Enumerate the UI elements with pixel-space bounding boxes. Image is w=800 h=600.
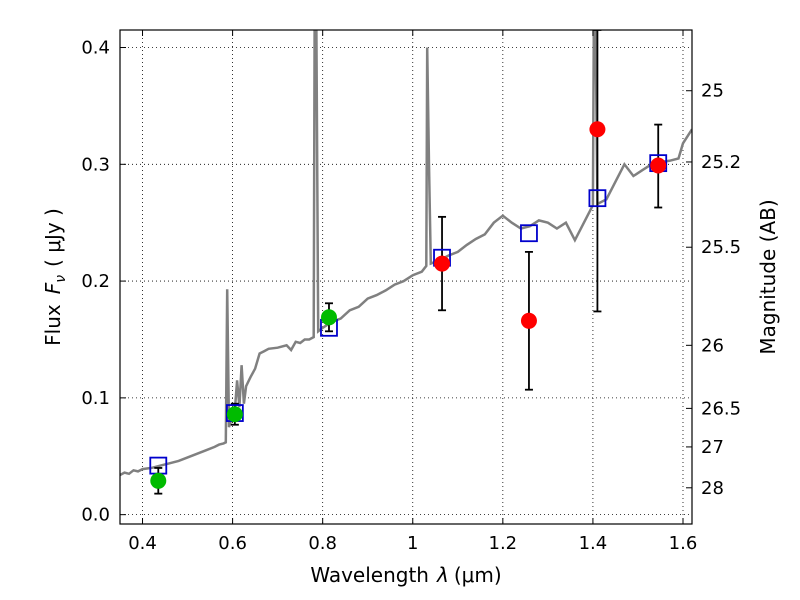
- observed-flux-point: [150, 472, 167, 489]
- observed-flux-point: [650, 157, 667, 174]
- y2-tick-label: 27: [701, 437, 724, 458]
- y-axis-label: FluxFν( μJy ): [41, 208, 69, 346]
- y2-tick-label: 26.5: [701, 398, 741, 419]
- x-tick-label: 1.4: [579, 533, 608, 554]
- y2-ticks: 25 25.2 25.5 26 26.5 27 28: [686, 81, 741, 499]
- x-tick-label: 1.2: [489, 533, 518, 554]
- observed-flux-point: [320, 309, 337, 326]
- plot-area: [120, 30, 692, 495]
- y2-tick-label: 25.2: [701, 152, 741, 173]
- observed-flux-point: [520, 312, 537, 329]
- y-tick-label: 0.4: [81, 38, 110, 59]
- obs-circles: [150, 121, 667, 489]
- x-axis-label: Wavelength λ (μm): [310, 563, 501, 587]
- y2-axis-label: Magnitude (AB): [756, 199, 780, 354]
- plot-frame: [119, 29, 693, 525]
- observed-flux-point: [589, 121, 606, 138]
- observed-flux-point: [434, 255, 451, 272]
- model-flux-square: [588, 189, 607, 208]
- x-tick-label: 0.8: [308, 533, 337, 554]
- x-tick-label: 1.6: [669, 533, 698, 554]
- y2-tick-label: 26: [701, 335, 724, 356]
- model-flux-square: [520, 224, 538, 243]
- x-ticks: 0.4 0.6 0.8 1 1.2 1.4 1.6: [128, 30, 697, 554]
- x-tick-label: 1: [407, 533, 418, 554]
- y-tick-label: 0.3: [81, 154, 110, 175]
- y2-tick-label: 25: [701, 81, 724, 102]
- y-ticks: 0.0 0.1 0.2 0.3 0.4: [81, 38, 126, 526]
- observed-flux-point: [226, 406, 243, 423]
- y-tick-label: 0.1: [81, 388, 110, 409]
- spectrum-line: [120, 30, 692, 477]
- y2-tick-label: 28: [701, 478, 724, 499]
- y2-tick-label: 25.5: [701, 237, 741, 258]
- x-tick-label: 0.4: [128, 533, 157, 554]
- y-tick-label: 0.0: [81, 505, 110, 526]
- x-tick-label: 0.6: [218, 533, 247, 554]
- y-tick-label: 0.2: [81, 271, 110, 292]
